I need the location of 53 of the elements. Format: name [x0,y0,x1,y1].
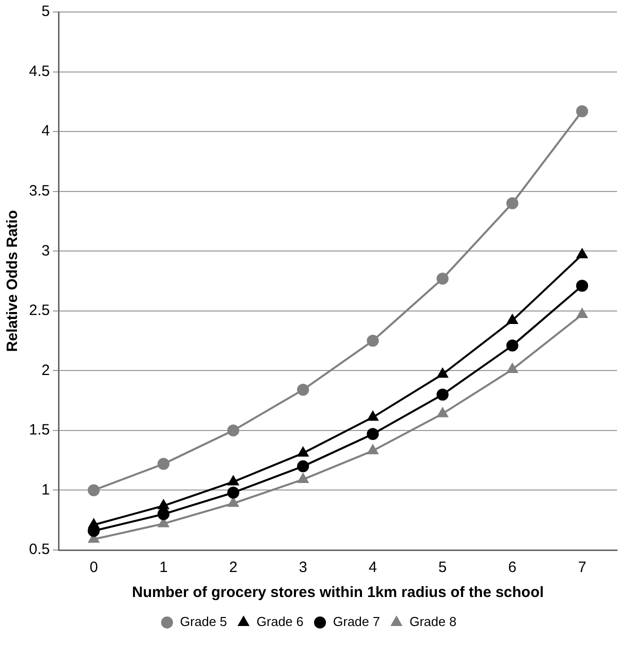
x-tick-label: 5 [438,559,447,576]
x-tick-label: 3 [298,559,308,576]
y-axis-title: Relative Odds Ratio [4,210,22,352]
point [158,508,170,520]
point [227,424,240,436]
point [506,197,518,210]
y-tick-label: 3 [42,242,50,260]
point [88,484,100,496]
x-tick-label: 6 [508,559,517,576]
legend-label: Grade 8 [409,614,456,630]
point [228,497,239,507]
point [158,458,170,470]
point [88,518,100,528]
legend-label: Grade 6 [256,614,304,630]
point [576,248,588,258]
legend-label: Grade 5 [180,614,228,630]
point [437,408,448,418]
legend-label: Grade 7 [333,614,380,630]
y-tick-label: 4 [42,122,50,140]
point [366,334,379,347]
point [158,500,169,510]
y-tick-label: 5 [42,3,50,20]
x-tick-label: 0 [90,559,98,576]
x-axis-title: Number of grocery stores within 1km radius of the school [132,584,544,602]
point [298,473,308,483]
point [507,363,518,373]
y-tick-label: 1.5 [28,422,50,439]
point [298,447,308,457]
point [507,314,518,324]
y-tick-label: 2.5 [28,302,50,320]
y-tick-label: 2 [42,362,50,379]
point [576,105,588,118]
x-tick-label: 4 [368,559,377,576]
point [228,476,239,486]
point [367,411,378,421]
y-tick-label: 0.5 [28,541,50,558]
point [437,368,448,378]
point [576,308,588,318]
point [366,428,379,440]
point [297,460,310,472]
y-tick-label: 4.5 [28,62,50,80]
point [576,280,588,292]
point [367,444,378,454]
point [297,384,310,396]
point [436,388,449,401]
x-tick-label: 1 [159,559,168,576]
x-tick-label: 2 [229,559,238,576]
point [436,272,449,285]
x-tick-label: 7 [578,559,586,576]
point [227,486,240,499]
point [506,340,518,352]
y-tick-label: 3.5 [28,182,50,200]
y-tick-label: 1 [42,481,50,498]
